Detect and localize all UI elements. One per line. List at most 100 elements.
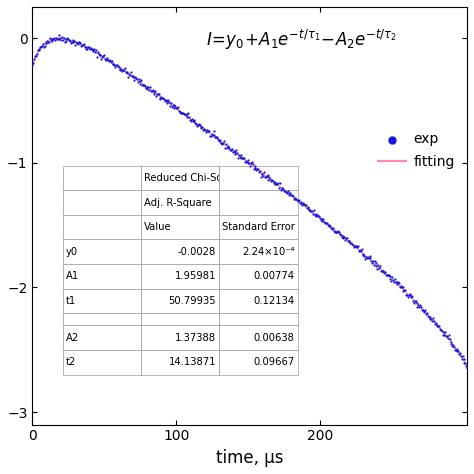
- Point: [301, 201, 308, 208]
- Point: [295, 196, 303, 203]
- Point: [302, 201, 310, 209]
- Point: [437, 327, 445, 334]
- Point: [166, 102, 174, 109]
- Point: [324, 221, 331, 229]
- Point: [231, 148, 238, 156]
- Point: [141, 82, 148, 90]
- Point: [436, 323, 443, 330]
- Point: [191, 119, 199, 127]
- Point: [279, 184, 286, 191]
- Point: [239, 154, 247, 162]
- Point: [312, 210, 320, 217]
- Point: [412, 298, 419, 305]
- Point: [53, 35, 61, 43]
- Point: [183, 110, 191, 118]
- Point: [65, 36, 73, 44]
- Point: [380, 267, 387, 275]
- Point: [104, 56, 112, 64]
- Point: [433, 321, 440, 328]
- Point: [179, 109, 187, 117]
- Point: [71, 41, 79, 48]
- Point: [110, 61, 118, 68]
- Point: [419, 306, 427, 314]
- Point: [409, 292, 416, 300]
- Point: [210, 132, 218, 139]
- Point: [157, 93, 165, 100]
- Point: [284, 188, 292, 195]
- Point: [63, 35, 70, 43]
- Point: [285, 189, 292, 197]
- Point: [219, 140, 226, 147]
- Point: [76, 38, 83, 46]
- Point: [371, 257, 379, 264]
- Point: [253, 166, 260, 173]
- Point: [113, 62, 121, 69]
- Point: [306, 205, 313, 213]
- Point: [176, 108, 183, 116]
- Point: [388, 273, 396, 281]
- Point: [281, 187, 289, 195]
- Point: [381, 269, 388, 277]
- Point: [320, 218, 328, 226]
- Point: [429, 314, 437, 321]
- Point: [414, 301, 422, 309]
- Point: [387, 275, 394, 283]
- Point: [297, 198, 304, 206]
- Point: [199, 123, 206, 131]
- Point: [108, 57, 116, 65]
- Point: [218, 139, 225, 146]
- Point: [100, 51, 108, 59]
- Point: [339, 234, 347, 241]
- Point: [217, 139, 224, 146]
- Point: [322, 219, 330, 227]
- Point: [264, 176, 272, 184]
- Point: [133, 75, 141, 82]
- Point: [240, 154, 248, 162]
- Point: [44, 37, 51, 45]
- Point: [332, 228, 339, 236]
- Point: [171, 104, 178, 112]
- Point: [256, 167, 264, 175]
- Point: [159, 94, 167, 102]
- Point: [277, 186, 284, 194]
- Point: [223, 145, 230, 152]
- Point: [135, 75, 143, 82]
- Point: [399, 283, 406, 291]
- Point: [32, 52, 40, 60]
- Point: [190, 117, 197, 124]
- Point: [452, 346, 459, 354]
- Point: [146, 86, 153, 94]
- Point: [106, 57, 114, 64]
- Point: [86, 46, 94, 53]
- Point: [248, 158, 255, 166]
- Point: [51, 36, 59, 44]
- Point: [164, 96, 172, 103]
- Point: [167, 100, 175, 107]
- Point: [400, 288, 407, 295]
- Point: [384, 271, 392, 279]
- Point: [89, 48, 96, 55]
- Point: [282, 188, 290, 196]
- Point: [75, 39, 82, 46]
- Point: [125, 71, 133, 78]
- Point: [102, 56, 109, 64]
- Point: [201, 126, 209, 133]
- Point: [174, 103, 182, 110]
- Point: [441, 328, 448, 336]
- Point: [265, 173, 273, 181]
- Point: [78, 42, 86, 49]
- Point: [312, 213, 319, 220]
- Point: [325, 222, 332, 230]
- Point: [343, 234, 351, 241]
- Point: [366, 255, 374, 262]
- Point: [261, 173, 269, 181]
- Point: [144, 85, 151, 92]
- Point: [315, 213, 323, 220]
- Point: [50, 35, 58, 42]
- Point: [340, 234, 348, 241]
- Point: [134, 78, 142, 85]
- Point: [376, 263, 384, 270]
- Point: [136, 80, 143, 88]
- Point: [316, 214, 324, 222]
- Point: [205, 128, 213, 135]
